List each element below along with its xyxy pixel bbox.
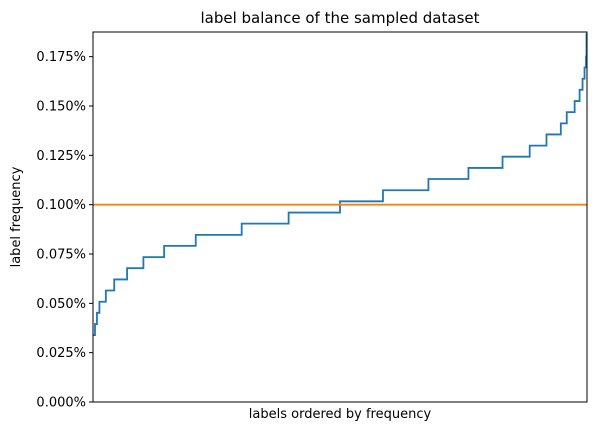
x-axis-label: labels ordered by frequency [249,407,432,422]
chart-title: label balance of the sampled dataset [200,9,479,27]
y-tick-label: 0.175% [36,50,86,65]
axes: 0.000% 0.025% 0.050% 0.075% 0.100% 0.125% 0.15… [36,31,588,411]
y-tick-label: 0.150% [36,100,86,115]
y-axis-label: label frequency [9,166,24,267]
plot-frame [92,31,588,403]
y-tick-label: 0.050% [36,297,86,312]
series-line-1 [93,33,587,336]
y-tick-label: 0.025% [36,346,86,361]
y-tick-label: 0.125% [36,149,86,164]
y-tick-label: 0.075% [36,248,86,263]
y-tick-label: 0.000% [36,396,86,411]
y-tick-label: 0.100% [36,198,86,213]
plot-area [93,33,587,336]
